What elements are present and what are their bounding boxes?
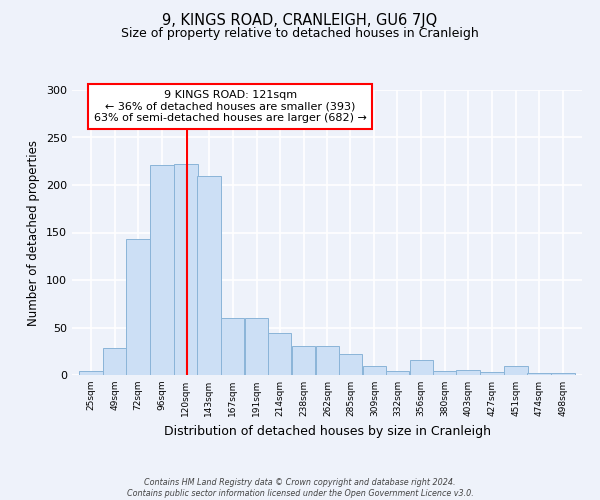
Bar xyxy=(551,373,575,375)
Bar xyxy=(316,346,339,375)
Bar xyxy=(197,176,221,375)
Bar xyxy=(150,165,173,375)
Bar xyxy=(457,370,480,375)
Text: 9, KINGS ROAD, CRANLEIGH, GU6 7JQ: 9, KINGS ROAD, CRANLEIGH, GU6 7JQ xyxy=(163,12,437,28)
Bar xyxy=(79,371,103,375)
Bar xyxy=(527,373,551,375)
Text: Size of property relative to detached houses in Cranleigh: Size of property relative to detached ho… xyxy=(121,28,479,40)
Bar xyxy=(174,164,197,375)
Text: 9 KINGS ROAD: 121sqm
← 36% of detached houses are smaller (393)
63% of semi-deta: 9 KINGS ROAD: 121sqm ← 36% of detached h… xyxy=(94,90,367,123)
Bar xyxy=(362,366,386,375)
Bar xyxy=(292,346,315,375)
Bar xyxy=(481,372,504,375)
X-axis label: Distribution of detached houses by size in Cranleigh: Distribution of detached houses by size … xyxy=(163,424,491,438)
Bar xyxy=(339,354,362,375)
Bar xyxy=(245,318,268,375)
Bar xyxy=(103,348,127,375)
Bar xyxy=(504,366,527,375)
Y-axis label: Number of detached properties: Number of detached properties xyxy=(28,140,40,326)
Text: Contains HM Land Registry data © Crown copyright and database right 2024.
Contai: Contains HM Land Registry data © Crown c… xyxy=(127,478,473,498)
Bar xyxy=(221,318,244,375)
Bar xyxy=(410,360,433,375)
Bar xyxy=(268,333,292,375)
Bar xyxy=(433,371,457,375)
Bar xyxy=(386,371,409,375)
Bar xyxy=(127,239,150,375)
